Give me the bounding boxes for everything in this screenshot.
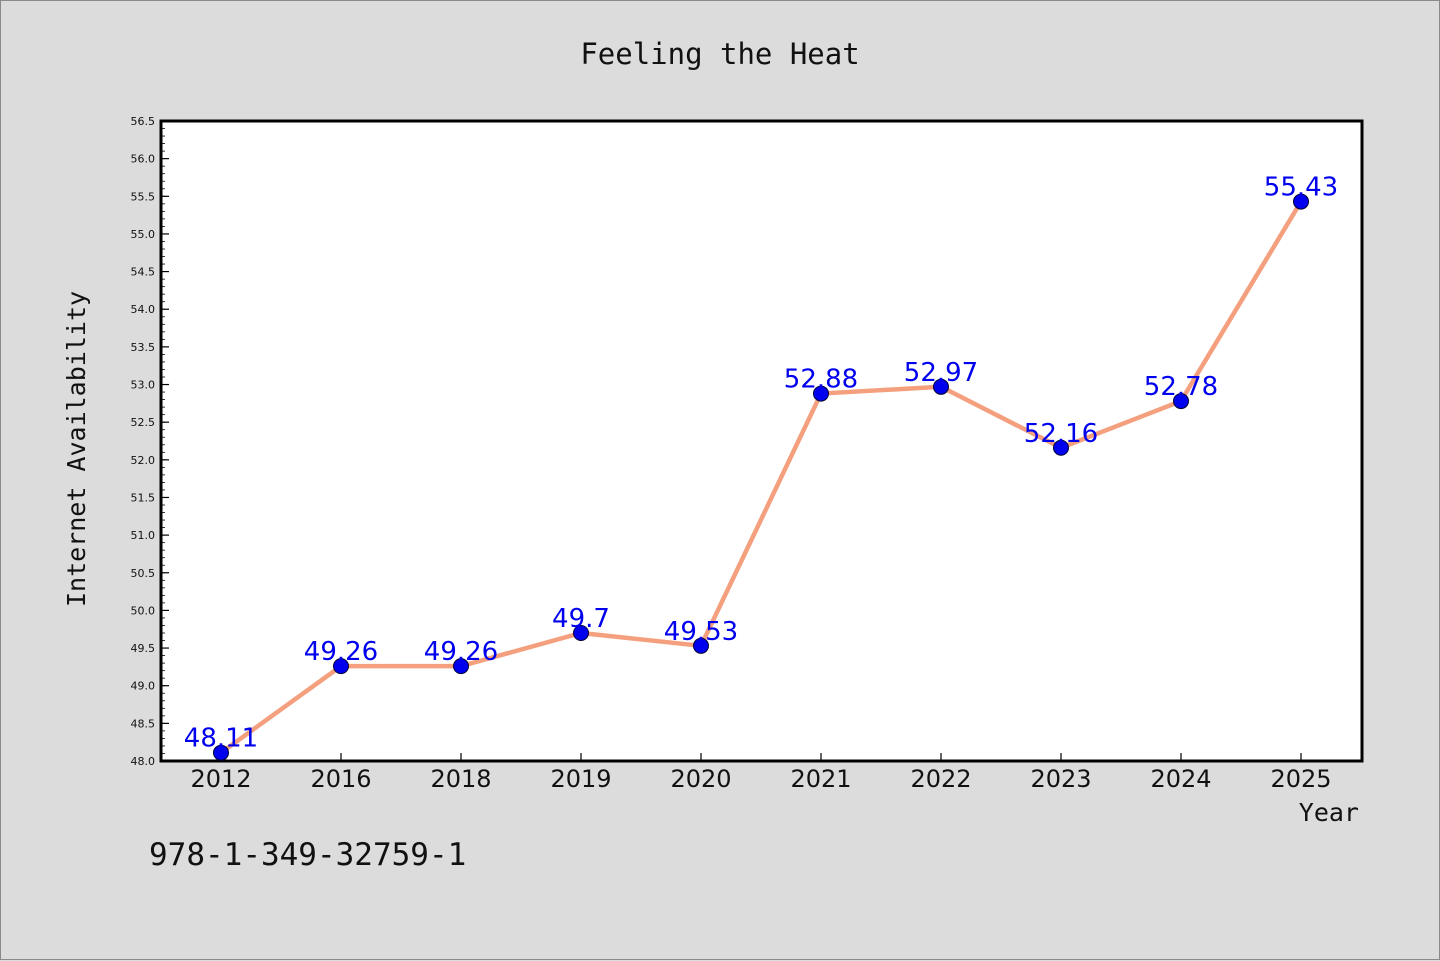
data-point [933,378,949,395]
y-axis-label: Internet Availability [62,291,91,607]
x-axis-label: Year [1299,798,1359,827]
x-tick-label: 2021 [790,765,851,793]
data-label: 52.97 [904,358,978,388]
data-point [1173,393,1189,410]
y-tick-label: 52.0 [131,454,156,467]
y-tick-label: 54.5 [131,266,156,279]
x-tick-label: 2023 [1030,765,1091,793]
series-layer: 48.11 49.26 49.26 49.7 49.53 52.88 52.97 52.16 5… [184,173,1338,761]
data-label: 48.11 [184,724,258,754]
y-tick-label: 53.5 [131,341,156,354]
data-point [333,658,349,675]
y-tick-label: 53.0 [131,379,156,392]
data-label: 52.88 [784,365,858,395]
x-tick-label: 2012 [190,765,251,793]
data-point [453,658,469,675]
data-label: 49.26 [304,637,378,667]
x-tick-label: 2018 [430,765,491,793]
data-label: 49.26 [424,637,498,667]
chart-title: Feeling the Heat [580,37,859,71]
series-line [219,200,1303,755]
data-point [213,744,229,761]
data-label: 49.7 [552,604,610,634]
y-tick-label: 56.0 [131,153,156,166]
x-tick-label: 2019 [550,765,611,793]
x-tick-label: 2016 [310,765,371,793]
data-label: 49.53 [664,617,738,647]
y-tick-label: 50.5 [131,567,156,580]
data-label: 52.16 [1024,419,1098,449]
data-label: 55.43 [1264,173,1338,203]
data-point [1053,439,1069,456]
x-axis: 2012 2016 2018 2019 2020 2021 2022 2023 2024 2025 [190,753,1332,793]
y-tick-label: 55.5 [131,190,156,203]
y-tick-label: 48.0 [131,755,156,768]
y-tick-label: 49.0 [131,680,156,693]
data-point [813,385,829,402]
data-point [573,625,589,641]
y-tick-label: 56.5 [131,115,156,128]
x-tick-label: 2022 [910,765,971,793]
isbn-text: 978-1-349-32759-1 [149,837,466,873]
x-tick-label: 2020 [670,765,731,793]
y-tick-label: 52.5 [131,416,156,429]
y-tick-label: 51.5 [131,491,156,504]
data-label: 52.78 [1144,372,1218,402]
y-tick-label: 48.5 [131,717,156,730]
x-tick-label: 2024 [1150,765,1211,793]
y-tick-label: 51.0 [131,529,156,542]
y-tick-label: 50.0 [131,604,156,617]
x-tick-label: 2025 [1270,765,1331,793]
data-point [1293,193,1309,210]
plot-area [159,119,1364,763]
y-tick-label: 49.5 [131,642,156,655]
data-point [693,637,709,654]
y-axis: 48.0 48.5 49.0 49.5 50.0 50.5 51.0 51.5 52.0 52.5… [131,115,169,768]
y-tick-label: 55.0 [131,228,156,241]
y-tick-label: 54.0 [131,303,156,316]
